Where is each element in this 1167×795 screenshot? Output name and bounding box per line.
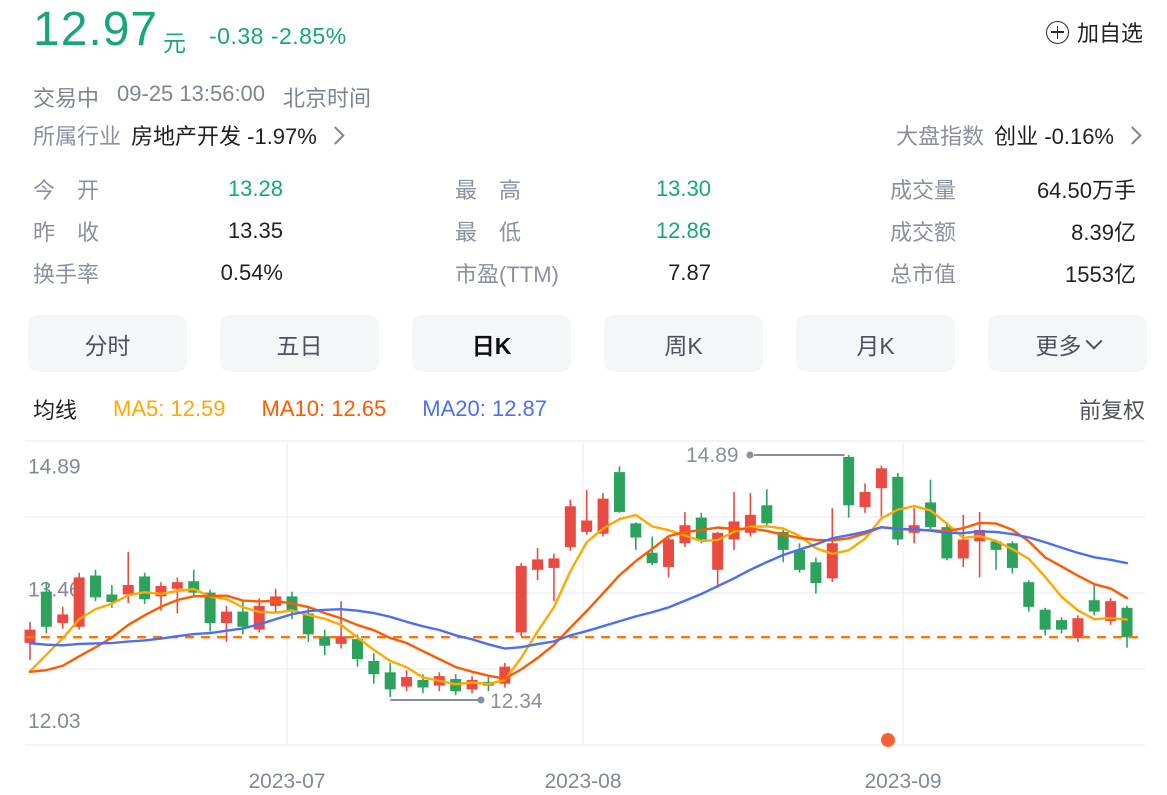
svg-text:2023-08: 2023-08 — [544, 770, 621, 793]
timezone-label: 北京时间 — [283, 86, 372, 111]
stat-pe-ttm: 市盈(TTM) 7.87 — [455, 260, 711, 287]
tab-more[interactable]: 更多 — [988, 315, 1147, 372]
price-change: -0.38 -2.85% — [209, 23, 347, 49]
quote-time: 09-25 13:56:00 — [117, 81, 266, 106]
trading-status: 交易中 09-25 13:56:00 北京时间 — [33, 81, 371, 113]
add-to-watchlist-label: 加自选 — [1076, 21, 1143, 46]
industry-link[interactable]: 所属行业 房地产开发 -1.97% — [33, 119, 345, 151]
industry-value: 房地产开发 -1.97% — [131, 124, 317, 149]
adjust-mode-label: 前复权 — [1078, 398, 1145, 423]
svg-text:12.03: 12.03 — [28, 710, 81, 733]
chevron-down-icon — [1085, 332, 1102, 350]
svg-text:14.89: 14.89 — [686, 444, 739, 467]
add-icon — [1045, 20, 1069, 44]
stat-volume: 成交量 64.50万手 — [890, 178, 1136, 203]
chevron-right-icon — [1123, 125, 1142, 145]
ma-title: 均线 — [33, 398, 78, 423]
price-unit: 元 — [163, 30, 186, 56]
current-price: 12.97 — [33, 3, 159, 56]
stat-low: 最 低 12.86 — [455, 218, 711, 245]
tab-monthly-k[interactable]: 月K — [796, 315, 955, 372]
market-index-link[interactable]: 大盘指数 创业 -0.16% — [896, 119, 1142, 151]
market-index-label: 大盘指数 — [896, 124, 985, 149]
stat-open: 今 开 13.28 — [33, 176, 283, 203]
chevron-right-icon — [326, 125, 345, 145]
stat-high: 最 高 13.30 — [455, 176, 711, 203]
stat-turnover-rate: 换手率 0.54% — [33, 260, 283, 287]
tab-minute[interactable]: 分时 — [28, 315, 187, 372]
market-index-value: 创业 -0.16% — [994, 124, 1114, 149]
stats-column-1: 今 开 13.28 昨 收 13.35 换手率 0.54% — [33, 168, 283, 294]
stats-column-2: 最 高 13.30 最 低 12.86 市盈(TTM) 7.87 — [455, 168, 711, 294]
add-to-watchlist-button[interactable]: 加自选 — [1045, 16, 1143, 48]
trading-state: 交易中 — [33, 86, 100, 111]
stat-market-cap: 总市值 1553亿 — [890, 262, 1136, 287]
ma5-value: MA5: 12.59 — [113, 396, 226, 421]
stats-column-3: 成交量 64.50万手 成交额 8.39亿 总市值 1553亿 — [890, 168, 1136, 294]
daily-candlestick-chart[interactable]: 14.89 13.46 12.03 2023-07 2023-08 2023-09 14.8… — [0, 430, 1167, 795]
svg-text:13.46: 13.46 — [28, 578, 81, 601]
stat-amount: 成交额 8.39亿 — [890, 220, 1136, 245]
ma10-value: MA10: 12.65 — [261, 396, 387, 421]
svg-text:14.89: 14.89 — [28, 456, 81, 479]
tab-weekly-k[interactable]: 周K — [604, 315, 763, 372]
period-tab-bar: 分时 五日 日K 周K 月K 更多 — [28, 315, 1147, 372]
svg-text:2023-09: 2023-09 — [864, 770, 941, 793]
svg-text:12.34: 12.34 — [490, 690, 543, 713]
ma-legend: 均线 MA5: 12.59 MA10: 12.65 MA20: 12.87 — [33, 393, 547, 425]
svg-text:2023-07: 2023-07 — [248, 770, 325, 793]
tab-daily-k[interactable]: 日K — [412, 315, 571, 372]
tab-five-day[interactable]: 五日 — [220, 315, 379, 372]
industry-label: 所属行业 — [33, 124, 122, 149]
stat-prev-close: 昨 收 13.35 — [33, 218, 283, 245]
ma20-value: MA20: 12.87 — [422, 396, 548, 421]
